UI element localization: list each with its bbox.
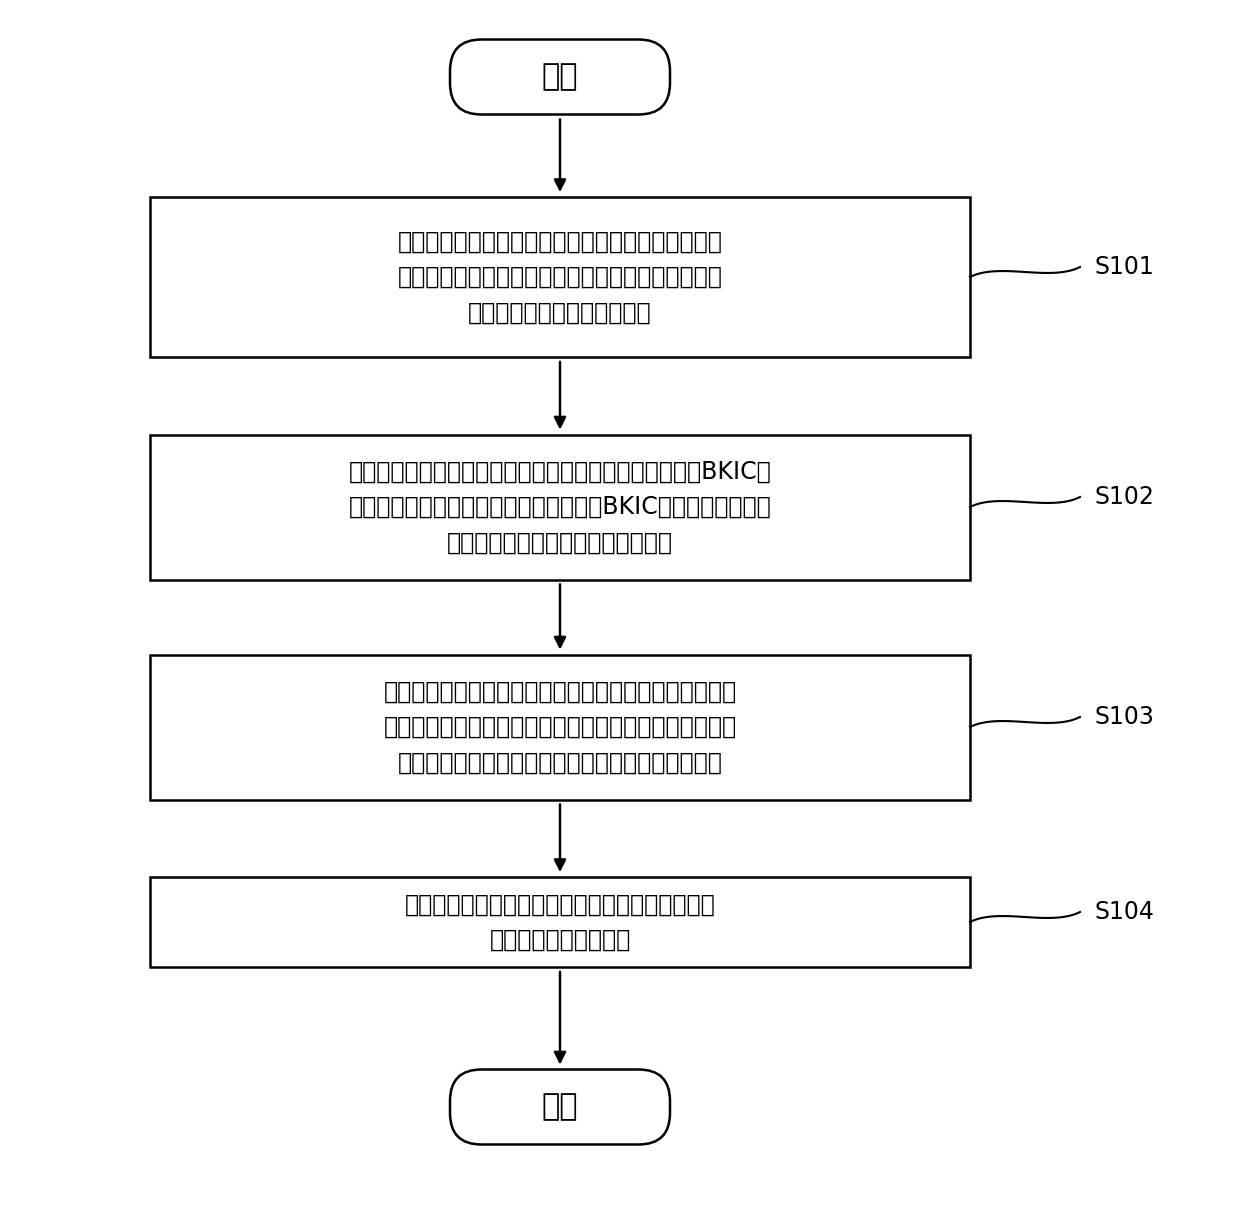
Text: 开始: 开始 xyxy=(542,63,578,92)
Text: 结束: 结束 xyxy=(542,1092,578,1121)
FancyBboxPatch shape xyxy=(150,197,970,357)
FancyBboxPatch shape xyxy=(150,654,970,799)
FancyBboxPatch shape xyxy=(450,1069,670,1144)
Text: S103: S103 xyxy=(1095,705,1154,729)
Text: 在接收端中，基于密鑰和导频信号获得参考信号，对参考
信号进行差分信号处理以获得参考认证信号，并计算目标
认证信号和参考认证信号的相关性，得到检验统计量: 在接收端中，基于密鑰和导频信号获得参考信号，对参考 信号进行差分信号处理以获得参… xyxy=(383,680,737,775)
FancyBboxPatch shape xyxy=(450,40,670,115)
Text: 接收端接收载体信号，对载体信号进行盲已知干扰消除（BKIC）
处理和差分处理以获得目标认证信号，在BKIC处理中，利用相邻
的码元，通过平滑技术消除导频信号: 接收端接收载体信号，对载体信号进行盲已知干扰消除（BKIC） 处理和差分处理以获… xyxy=(348,460,771,554)
Text: S102: S102 xyxy=(1095,485,1154,509)
FancyBboxPatch shape xyxy=(150,435,970,579)
Text: 将检验统计量与规定阈値进行比较，从而确定载体
信号是否能够通过认证: 将检验统计量与规定阈値进行比较，从而确定载体 信号是否能够通过认证 xyxy=(404,892,715,951)
FancyBboxPatch shape xyxy=(150,877,970,967)
Text: 发射端向无线信道发射载体信号，载体信号包括认证
信号、导频信号和信息信号，认证信号叠加到导频信
号，无线信道是时变衰落信道: 发射端向无线信道发射载体信号，载体信号包括认证 信号、导频信号和信息信号，认证信… xyxy=(398,229,723,325)
Text: S104: S104 xyxy=(1095,900,1154,925)
Text: S101: S101 xyxy=(1095,255,1154,279)
